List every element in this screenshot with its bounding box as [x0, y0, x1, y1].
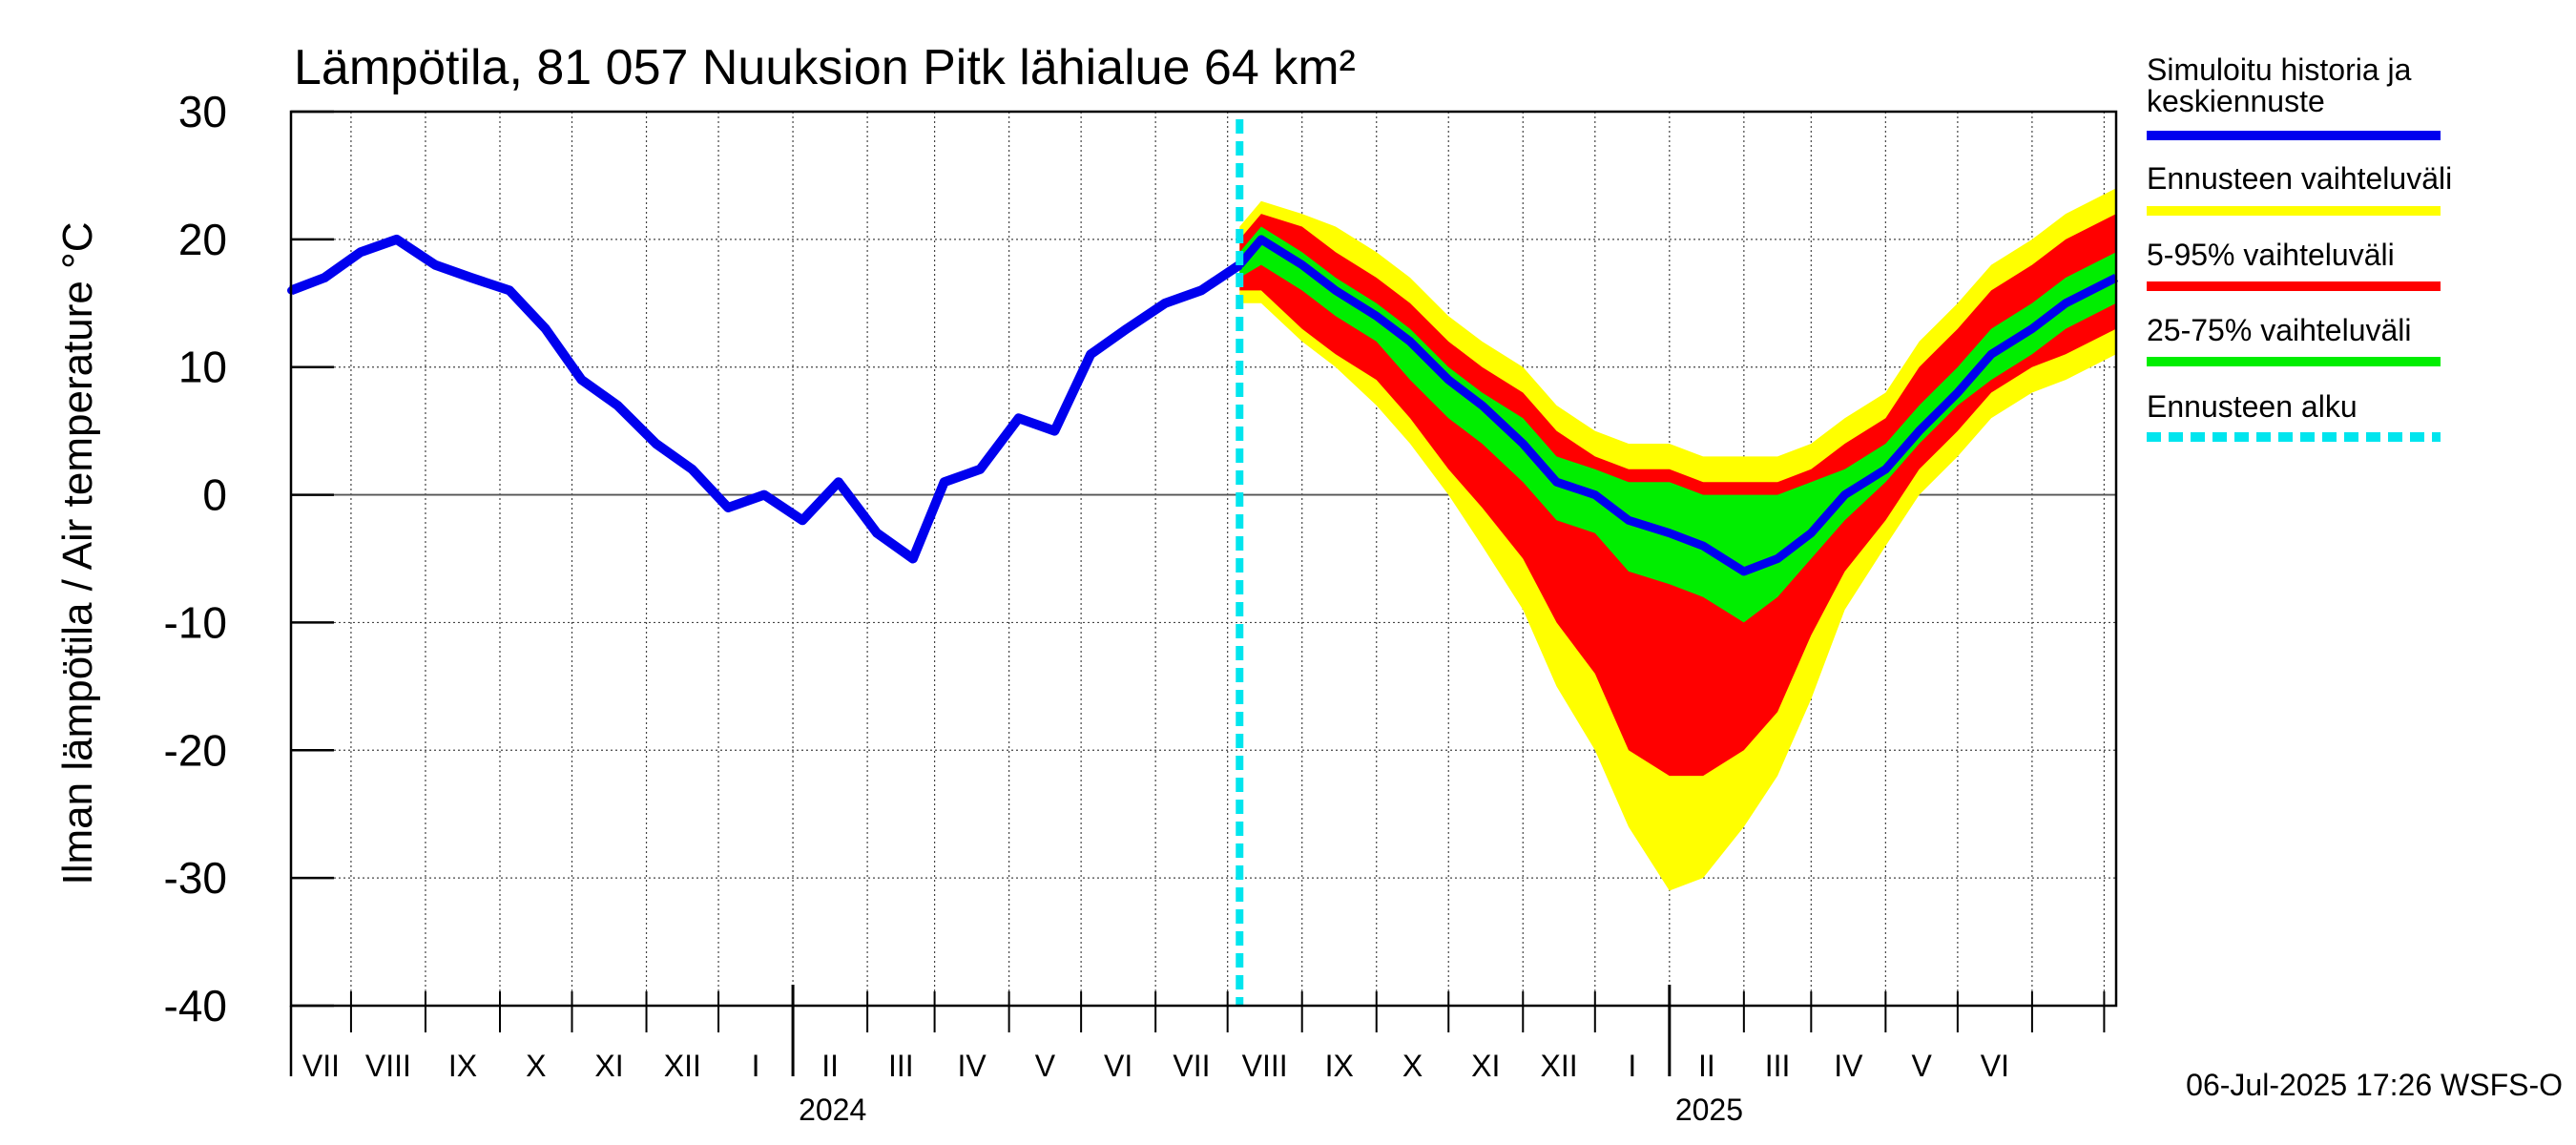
history-point — [1087, 350, 1095, 359]
x-month-label: V — [1911, 1049, 1932, 1083]
x-month-label: I — [1628, 1049, 1636, 1083]
history-point — [541, 324, 550, 333]
history-point — [506, 286, 514, 295]
history-point — [392, 235, 401, 243]
history-point — [652, 440, 660, 448]
x-month-label: IX — [448, 1049, 477, 1083]
y-tick-label: 10 — [178, 343, 227, 392]
x-month-label: IV — [1834, 1049, 1863, 1083]
y-tick-label: -40 — [164, 981, 227, 1030]
history-point — [873, 529, 882, 537]
x-month-label: II — [1698, 1049, 1715, 1083]
x-month-label: III — [1765, 1049, 1791, 1083]
history-point — [724, 503, 733, 511]
history-point — [759, 490, 768, 499]
chart-title: Lämpötila, 81 057 Nuuksion Pitk lähialue… — [294, 40, 1356, 95]
history-point — [613, 401, 622, 409]
x-month-label: VII — [302, 1049, 340, 1083]
history-point — [1161, 299, 1170, 307]
x-month-label: X — [526, 1049, 546, 1083]
y-axis: 30 20 10 0 -10 -20 -30 -40 — [164, 87, 334, 1030]
x-month-label: X — [1402, 1049, 1423, 1083]
legend-label-forecast-start: Ennusteen alku — [2147, 389, 2358, 424]
y-tick-label: -10 — [164, 597, 227, 647]
history-point — [321, 274, 329, 282]
legend-label-history-line1: Simuloitu historia ja — [2147, 52, 2412, 87]
x-month-label: V — [1035, 1049, 1056, 1083]
history-point — [799, 516, 807, 525]
legend-label-range: Ennusteen vaihteluväli — [2147, 161, 2452, 196]
x-month-label: XI — [594, 1049, 623, 1083]
history-point — [976, 465, 985, 473]
history-point — [577, 376, 586, 385]
legend-label-p5-p95: 5-95% vaihteluväli — [2147, 238, 2395, 272]
x-month-label: II — [821, 1049, 839, 1083]
history-point — [467, 274, 475, 282]
history-point — [1050, 427, 1059, 435]
x-month-label: VIII — [365, 1049, 411, 1083]
x-month-label: I — [752, 1049, 760, 1083]
x-year-label: 2024 — [799, 1093, 866, 1127]
legend-label-history-line2: keskiennuste — [2147, 84, 2325, 118]
y-tick-label: 30 — [178, 87, 227, 136]
y-axis-label: Ilman lämpötila / Air temperature °C — [54, 222, 101, 885]
legend-label-p25-p75: 25-75% vaihteluväli — [2147, 313, 2412, 347]
x-month-label: IV — [957, 1049, 987, 1083]
history-point — [1122, 324, 1131, 333]
x-month-label: III — [888, 1049, 914, 1083]
history-point — [908, 554, 917, 563]
history-point — [940, 478, 948, 487]
history-point — [1196, 286, 1205, 295]
history-point — [1014, 414, 1023, 423]
plot-frame — [289, 110, 2118, 1008]
y-tick-label: 20 — [178, 215, 227, 264]
x-month-label: XI — [1471, 1049, 1500, 1083]
y-tick-label: 0 — [202, 470, 227, 520]
y-tick-label: -30 — [164, 853, 227, 903]
p25-p75-band — [1239, 226, 2116, 623]
x-month-label: VII — [1173, 1049, 1210, 1083]
x-year-label: 2025 — [1675, 1093, 1743, 1127]
history-point — [431, 260, 440, 269]
history-point — [834, 478, 842, 487]
x-month-label: XII — [1540, 1049, 1577, 1083]
history-line — [289, 234, 1243, 564]
x-month-label: IX — [1325, 1049, 1354, 1083]
footer-timestamp: 06-Jul-2025 17:26 WSFS-O — [2186, 1068, 2563, 1102]
x-month-label: VIII — [1242, 1049, 1288, 1083]
x-month-label: VI — [1981, 1049, 2009, 1083]
x-month-label: VI — [1104, 1049, 1132, 1083]
median-forecast-line — [1236, 235, 2119, 576]
history-point — [688, 465, 696, 473]
x-month-label: XII — [664, 1049, 701, 1083]
y-tick-label: -20 — [164, 725, 227, 775]
history-point — [356, 248, 364, 257]
